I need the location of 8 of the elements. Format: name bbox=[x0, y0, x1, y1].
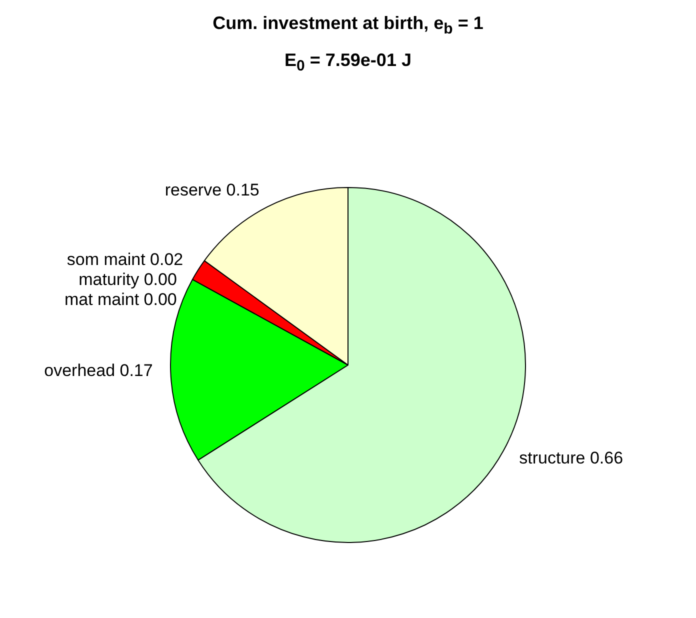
chart-title: Cum. investment at birth, e$_{b}$ = 1 bbox=[212, 12, 484, 40]
slice-label: structure 0.66 bbox=[519, 448, 624, 468]
slice-label: som maint 0.02 bbox=[66, 250, 184, 270]
category-label: maturity 0.00 bbox=[78, 270, 177, 290]
slice-label: overhead 0.17 bbox=[44, 360, 153, 380]
category-label: mat maint 0.00 bbox=[64, 290, 177, 310]
chart-subtitle: E$_{0}$ = 7.59e-01 J bbox=[284, 48, 412, 76]
slice-label: reserve 0.15 bbox=[164, 180, 260, 200]
